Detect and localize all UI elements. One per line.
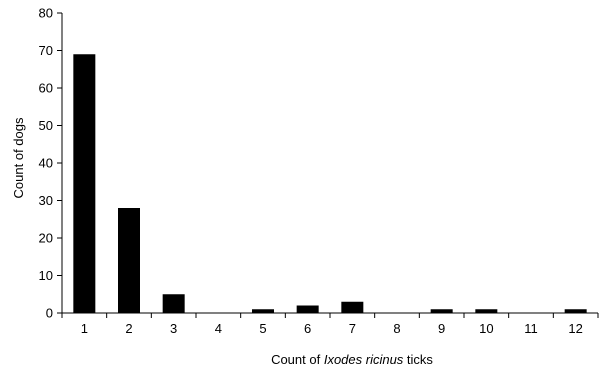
x-axis-title: Count of Ixodes ricinus ticks bbox=[271, 352, 433, 367]
x-axis-title-species: Ixodes ricinus bbox=[324, 352, 404, 367]
x-tick-label: 3 bbox=[170, 321, 177, 336]
bar-1 bbox=[73, 54, 96, 313]
x-tick-label: 11 bbox=[524, 321, 538, 336]
y-tick-label: 70 bbox=[39, 43, 53, 58]
bars-group bbox=[73, 54, 587, 313]
y-tick-label: 80 bbox=[39, 6, 53, 21]
bar-5 bbox=[252, 309, 274, 313]
bar-9 bbox=[430, 309, 453, 313]
bar-10 bbox=[475, 309, 498, 313]
y-tick-label: 50 bbox=[39, 118, 53, 133]
y-tick-label: 10 bbox=[39, 268, 53, 283]
bar-7 bbox=[341, 301, 364, 313]
x-tick-label: 5 bbox=[259, 321, 266, 336]
x-axis-title-suffix: ticks bbox=[403, 352, 433, 367]
bar-2 bbox=[118, 208, 140, 313]
y-axis: 0 10 20 30 40 50 60 70 80 bbox=[39, 6, 63, 321]
x-tick-label: 6 bbox=[304, 321, 311, 336]
x-tick-label: 12 bbox=[568, 321, 582, 336]
y-tick-label: 40 bbox=[39, 156, 53, 171]
x-tick-label: 2 bbox=[125, 321, 132, 336]
bar-6 bbox=[296, 305, 319, 313]
x-tick-label: 1 bbox=[81, 321, 88, 336]
y-tick-label: 20 bbox=[39, 231, 53, 246]
x-tick-label: 10 bbox=[479, 321, 493, 336]
x-axis-title-prefix: Count of bbox=[271, 352, 324, 367]
x-axis: 1 2 3 4 5 6 7 8 9 10 11 12 bbox=[61, 312, 599, 336]
x-tick-label: 7 bbox=[349, 321, 356, 336]
y-tick-label: 60 bbox=[39, 81, 53, 96]
x-tick-label: 4 bbox=[215, 321, 222, 336]
x-tick-label: 9 bbox=[438, 321, 445, 336]
y-tick-label: 0 bbox=[46, 306, 53, 321]
y-tick-label: 30 bbox=[39, 193, 53, 208]
y-axis-title: Count of dogs bbox=[11, 117, 26, 198]
x-tick-label: 8 bbox=[393, 321, 400, 336]
bar-12 bbox=[564, 309, 587, 313]
bar-3 bbox=[162, 294, 185, 313]
